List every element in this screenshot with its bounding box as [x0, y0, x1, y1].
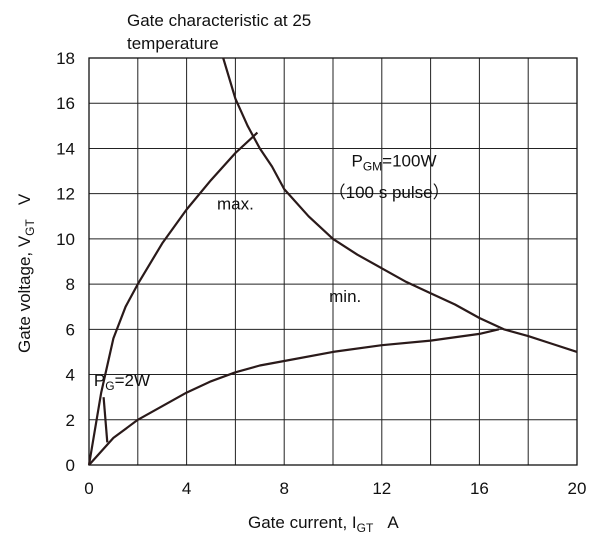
- y-tick-label: 18: [56, 49, 75, 68]
- y-tick-label: 12: [56, 185, 75, 204]
- y-axis-label: Gate voltage, VGTV: [15, 193, 37, 353]
- x-tick-label: 8: [279, 479, 288, 498]
- plot-border: [88, 57, 578, 466]
- x-tick-label: 4: [182, 479, 191, 498]
- plot-frame: [88, 57, 578, 466]
- annotation-pgm_note: （100 s pulse）: [329, 183, 450, 202]
- y-tick-label: 14: [56, 139, 75, 158]
- y-tick-label: 2: [66, 411, 75, 430]
- x-tick-label: 0: [84, 479, 93, 498]
- annotation-pgm_main: PGM=100W: [351, 152, 436, 174]
- y-tick-label: 4: [66, 366, 75, 385]
- y-tick-label: 10: [56, 230, 75, 249]
- series-curves: [87, 57, 578, 466]
- y-tick-label: 16: [56, 94, 75, 113]
- y-tick-label: 6: [66, 320, 75, 339]
- x-tick-label: 16: [470, 479, 489, 498]
- annotation-pg: PG=2W: [94, 371, 150, 393]
- annotation-min: min.: [329, 287, 361, 306]
- chart-title-line-1: Gate characteristic at 25: [127, 11, 311, 30]
- x-axis-label: Gate current, IGT A: [248, 513, 399, 535]
- x-tick-label: 20: [568, 479, 587, 498]
- grid: [89, 58, 577, 465]
- x-tick-labels: 0 4 8 12 16 20: [84, 479, 586, 498]
- series-line-2: [222, 57, 578, 353]
- annotation-max: max.: [217, 194, 254, 213]
- x-tick-label: 12: [372, 479, 391, 498]
- y-tick-labels: 0 2 4 6 8 10 12 14 16 18: [56, 49, 75, 475]
- y-tick-label: 8: [66, 275, 75, 294]
- series-line-1: [88, 328, 500, 466]
- chart-title-line-2: temperature: [127, 34, 219, 53]
- annotations: PGM=100W （100 s pulse） max. min. PG=2W: [94, 152, 450, 393]
- chart-title: Gate characteristic at 25 temperature: [127, 11, 311, 53]
- series-line-0: [87, 131, 259, 466]
- y-tick-label: 0: [66, 456, 75, 475]
- series-line-3: [102, 397, 109, 443]
